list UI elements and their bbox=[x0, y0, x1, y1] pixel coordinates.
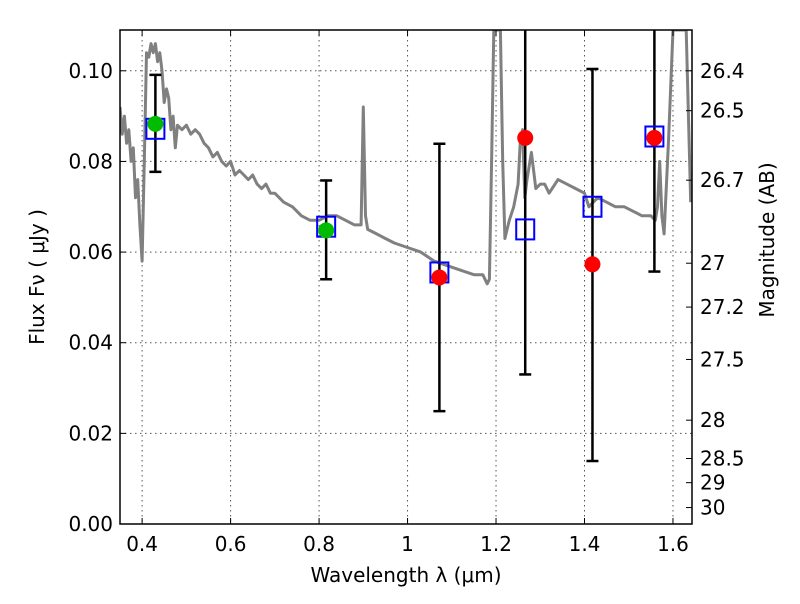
y-tick-label: 0.10 bbox=[68, 59, 113, 83]
y-tick-label: 0.08 bbox=[68, 149, 113, 173]
x-tick-label: 0.4 bbox=[126, 532, 158, 556]
right-tick-label: 27.5 bbox=[700, 347, 745, 371]
right-tick-label: 27.2 bbox=[700, 295, 745, 319]
x-tick-label: 1 bbox=[401, 532, 414, 556]
y-tick-label: 0.00 bbox=[68, 512, 113, 536]
model-point bbox=[515, 218, 536, 241]
right-tick-label: 26.4 bbox=[700, 59, 745, 83]
right-axis-title: Magnitude (AB) bbox=[755, 162, 779, 317]
axis-ticks: 0.4 0.6 0.8 1 1.2 1.4 1.6 0.00 0.02 0.04 0.06 0.08 0… bbox=[68, 30, 745, 556]
x-tick-label: 0.8 bbox=[303, 532, 335, 556]
right-tick-label: 27 bbox=[700, 251, 725, 275]
errorbar bbox=[519, 30, 532, 376]
right-tick-label: 30 bbox=[700, 496, 725, 520]
model-point bbox=[582, 195, 603, 218]
x-tick-label: 0.6 bbox=[215, 532, 247, 556]
x-tick-label: 1.6 bbox=[657, 532, 689, 556]
observed-point bbox=[517, 129, 534, 146]
y-axis-title: Flux Fν ( μJy ) bbox=[25, 209, 49, 345]
x-tick-label: 1.4 bbox=[569, 532, 601, 556]
axes-frame bbox=[119, 29, 693, 525]
plot-area bbox=[120, 30, 692, 463]
grid bbox=[120, 30, 692, 524]
spectrum-line bbox=[120, 30, 692, 286]
y-tick-label: 0.02 bbox=[68, 421, 113, 445]
observed-point bbox=[147, 115, 164, 132]
right-tick-label: 29 bbox=[700, 471, 725, 495]
right-tick-label: 26.5 bbox=[700, 99, 745, 123]
y-tick-label: 0.06 bbox=[68, 240, 113, 264]
right-tick-label: 26.7 bbox=[700, 168, 745, 192]
right-tick-label: 28 bbox=[700, 408, 725, 432]
observed-point bbox=[431, 269, 448, 286]
right-tick-label: 28.5 bbox=[700, 446, 745, 470]
x-tick-label: 1.2 bbox=[480, 532, 512, 556]
observed-point bbox=[584, 256, 601, 273]
x-axis-title: Wavelength λ (μm) bbox=[310, 563, 501, 587]
observed-point bbox=[646, 129, 663, 146]
observed-point bbox=[318, 222, 335, 239]
model-point bbox=[644, 125, 665, 148]
y-tick-label: 0.04 bbox=[68, 331, 113, 355]
